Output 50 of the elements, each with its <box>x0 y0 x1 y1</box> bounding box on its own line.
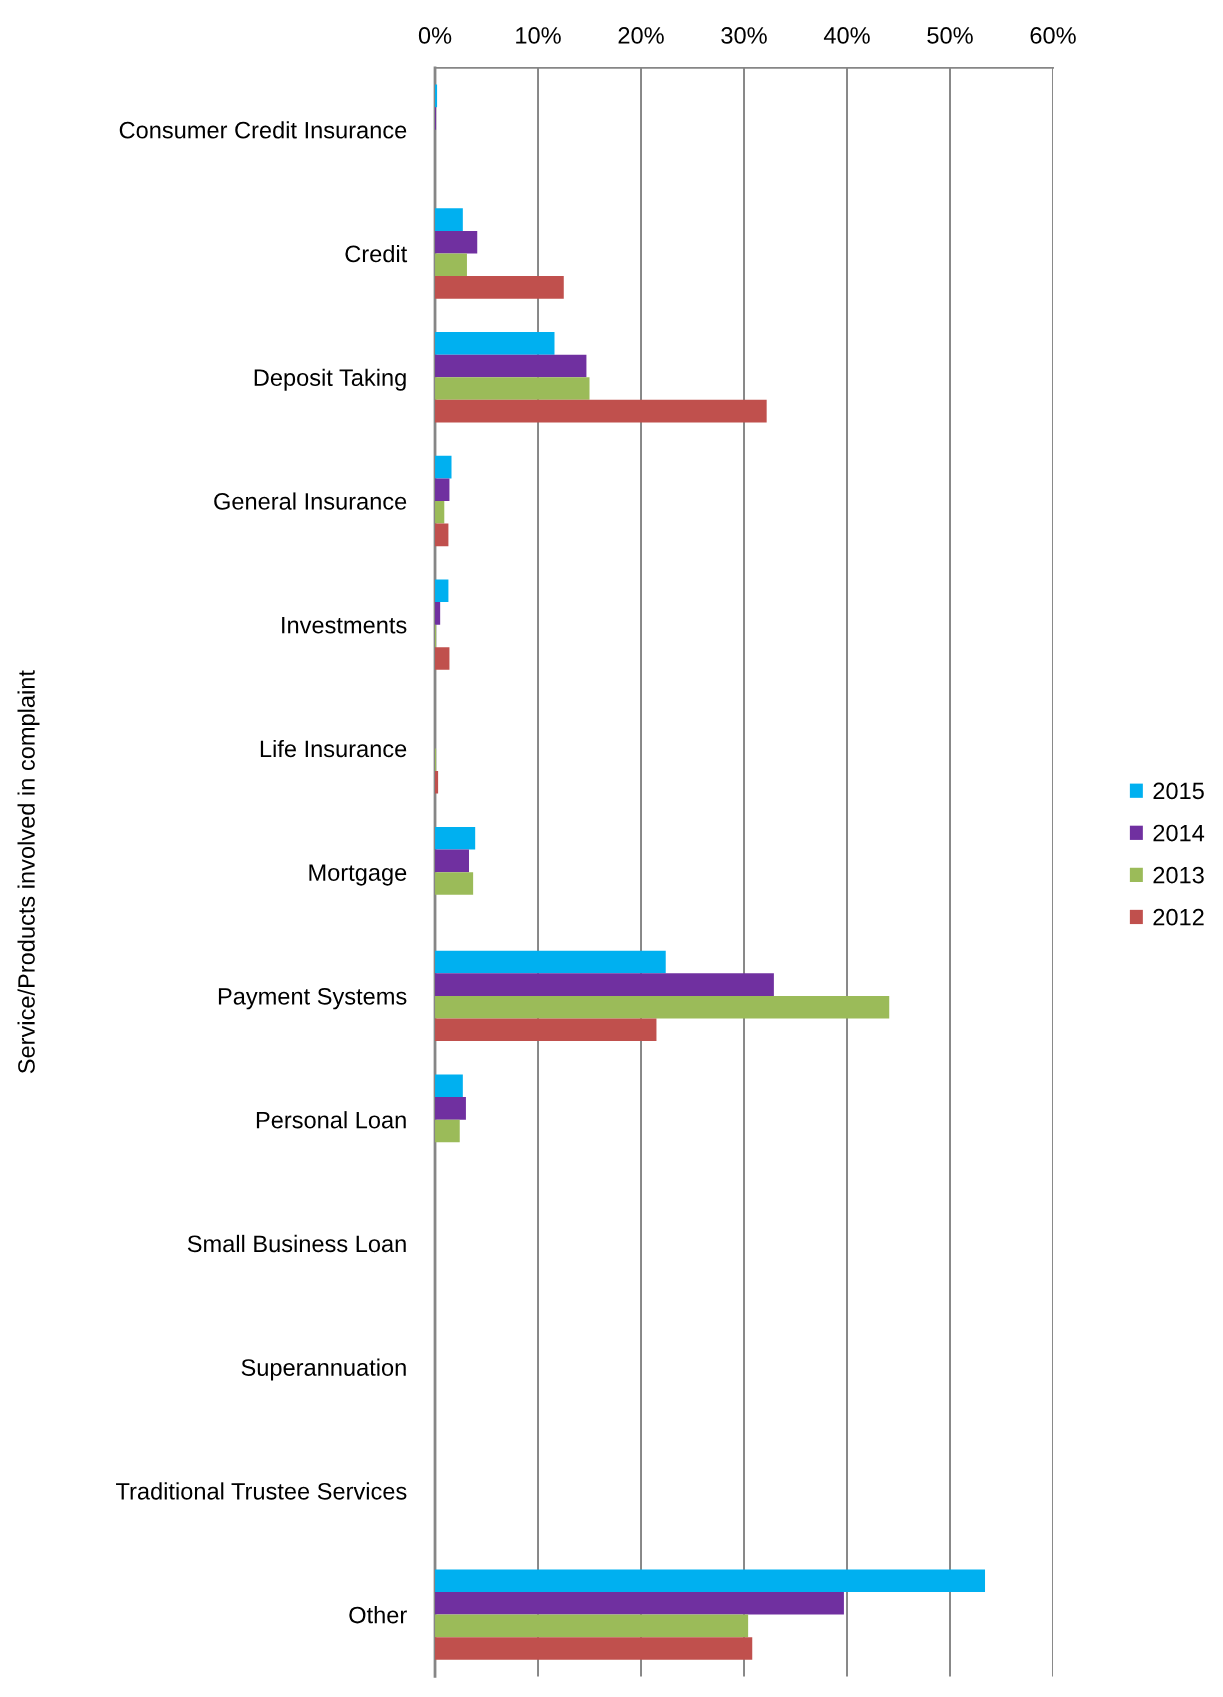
y-tick-label: Life Insurance <box>260 739 407 758</box>
bar <box>435 1018 657 1042</box>
y-tick-label: Small Business Loan <box>187 1234 406 1253</box>
y-tick-label: Mortgage <box>309 864 407 886</box>
x-tick-label: 20% <box>618 27 664 44</box>
bar <box>435 1569 986 1593</box>
legend-label: 2014 <box>1153 824 1205 842</box>
x-tick-label: 40% <box>823 27 870 44</box>
bar <box>435 1592 844 1615</box>
bar <box>435 253 467 277</box>
bar <box>435 1119 460 1143</box>
bar <box>435 332 555 355</box>
y-tick-label: Consumer Credit Insurance <box>119 121 407 139</box>
y-tick-label: Credit <box>345 244 408 263</box>
y-tick-label: General Insurance <box>214 492 407 510</box>
bar <box>435 230 478 254</box>
bar <box>435 995 890 1019</box>
y-tick-label: Traditional Trustee Services <box>116 1482 407 1500</box>
bar <box>435 455 452 479</box>
bar <box>435 1097 466 1120</box>
bar <box>435 354 587 378</box>
bar <box>435 827 476 850</box>
bar <box>435 950 666 974</box>
x-tick-label: 10% <box>516 27 561 44</box>
bar <box>435 276 564 299</box>
x-tick-label: 50% <box>927 27 973 44</box>
x-tick-label: 0% <box>418 27 452 44</box>
y-tick-label: Other <box>349 1606 407 1624</box>
bar <box>435 1637 753 1660</box>
legend-label: 2015 <box>1153 782 1204 800</box>
y-tick-label: Investments <box>282 617 407 634</box>
y-tick-label: Deposit Taking <box>254 368 406 391</box>
x-tick-label: 60% <box>1030 27 1076 44</box>
bar <box>435 208 463 231</box>
legend-label: 2012 <box>1153 908 1204 926</box>
x-tick-label: 30% <box>721 27 767 44</box>
bar <box>435 872 474 895</box>
bar <box>435 647 450 670</box>
y-tick-label: Superannuation <box>241 1358 406 1381</box>
y-axis-title: Service/Products involved in complaint <box>17 670 40 1074</box>
bar <box>435 399 767 423</box>
bar <box>435 849 470 873</box>
y-tick-label: Personal Loan <box>256 1111 406 1129</box>
bar <box>435 478 450 501</box>
bar <box>435 377 590 400</box>
bar <box>435 1074 463 1098</box>
bar <box>435 973 774 996</box>
legend-label: 2013 <box>1153 866 1204 884</box>
bar <box>435 1614 749 1638</box>
y-tick-label: Payment Systems <box>218 987 407 1010</box>
